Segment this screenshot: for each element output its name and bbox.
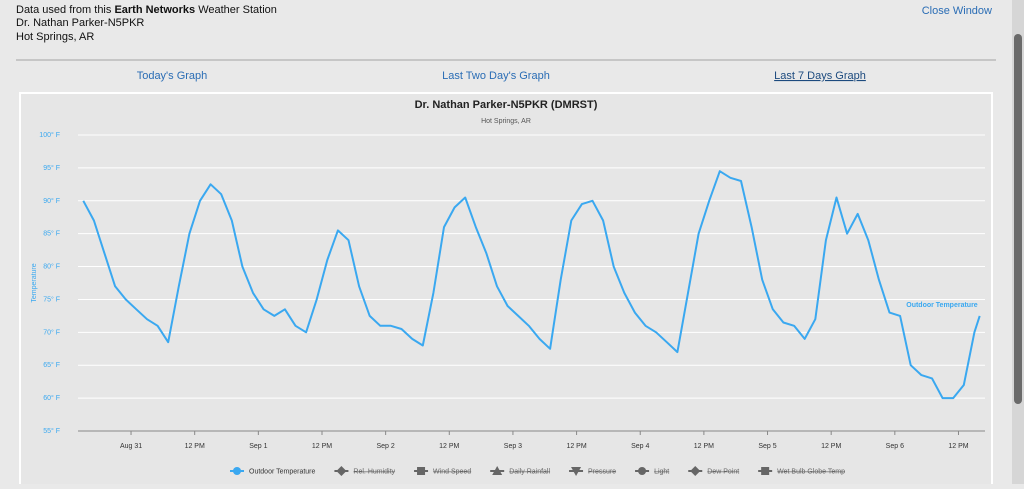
station-name: Dr. Nathan Parker-N5PKR — [16, 17, 144, 29]
y-tick-label: 95° F — [43, 164, 60, 172]
legend-item[interactable]: Outdoor Temperature — [249, 469, 316, 476]
header-suffix: Weather Station — [195, 4, 277, 16]
station-location: Hot Springs, AR — [16, 31, 94, 43]
legend-marker — [761, 467, 770, 475]
legend-marker — [571, 467, 582, 476]
legend-marker — [492, 466, 503, 475]
y-axis-label: Temperature — [31, 263, 38, 302]
legend-item-hidden[interactable]: Rel. Humidity — [353, 469, 395, 476]
y-tick-label: 100° F — [39, 131, 60, 139]
y-tick-label: 60° F — [43, 394, 60, 402]
series-end-label: Outdoor Temperature — [906, 302, 978, 309]
x-tick-label: 12 PM — [694, 443, 714, 450]
header-prefix: Data used from this — [16, 4, 114, 16]
chart-subtitle: Hot Springs, AR — [481, 118, 531, 125]
y-tick-label: 55° F — [43, 427, 60, 435]
x-tick-label: 12 PM — [439, 443, 459, 450]
y-tick-label: 70° F — [43, 328, 60, 336]
x-tick-label: Sep 2 — [376, 443, 394, 450]
x-tick-label: 12 PM — [185, 443, 205, 450]
series-line — [82, 170, 981, 400]
legend-marker — [336, 466, 347, 476]
header-line: Data used from this Earth Networks Weath… — [16, 4, 277, 16]
x-tick-label: Sep 3 — [504, 443, 522, 450]
header-brand: Earth Networks — [114, 4, 195, 16]
tab[interactable]: Last Two Day's Graph — [442, 70, 550, 82]
x-tick-label: Sep 5 — [758, 443, 776, 450]
legend-item-hidden[interactable]: Daily Rainfall — [509, 469, 550, 476]
legend-item-hidden[interactable]: Wet Bulb Globe Temp — [777, 469, 845, 476]
y-tick-label: 75° F — [43, 295, 60, 303]
legend-marker — [233, 467, 241, 475]
close-window[interactable]: Close Window — [922, 5, 992, 17]
x-tick-label: 12 PM — [948, 443, 968, 450]
legend-marker — [690, 466, 701, 476]
x-tick-label: Sep 4 — [631, 443, 649, 450]
y-tick-label: 80° F — [43, 263, 60, 271]
legend-item-hidden[interactable]: Light — [654, 469, 669, 476]
legend-item-hidden[interactable]: Wind Speed — [433, 469, 471, 476]
y-tick-label: 85° F — [43, 230, 60, 238]
tab[interactable]: Today's Graph — [137, 70, 208, 82]
y-tick-label: 65° F — [43, 361, 60, 369]
legend-marker — [417, 467, 426, 475]
tab-active[interactable]: Last 7 Days Graph — [774, 70, 866, 82]
x-tick-label: Sep 1 — [249, 443, 267, 450]
x-tick-label: 12 PM — [566, 443, 586, 450]
legend-item-hidden[interactable]: Dew Point — [707, 469, 739, 476]
scrollbar-thumb[interactable] — [1014, 34, 1022, 404]
chart-frame — [19, 92, 993, 489]
chart-title: Dr. Nathan Parker-N5PKR (DMRST) — [415, 99, 598, 111]
y-tick-label: 90° F — [43, 197, 60, 205]
legend-marker — [638, 467, 647, 475]
x-tick-label: 12 PM — [821, 443, 841, 450]
legend-item-hidden[interactable]: Pressure — [588, 469, 616, 476]
x-tick-label: 12 PM — [312, 443, 332, 450]
x-tick-label: Aug 31 — [120, 443, 142, 450]
x-tick-label: Sep 6 — [886, 443, 904, 450]
